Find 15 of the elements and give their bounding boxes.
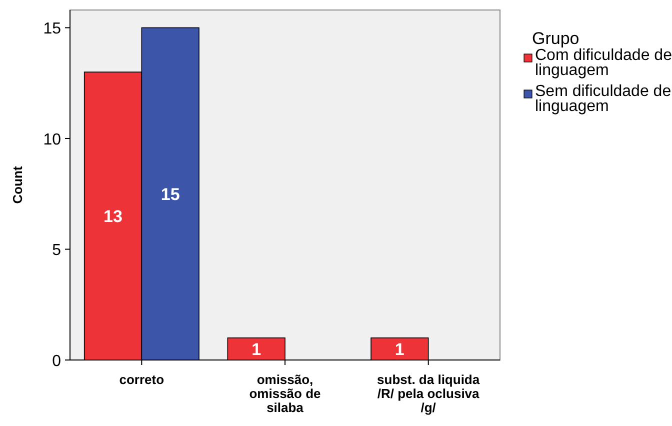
y-tick-label: 10 [43,131,62,148]
x-tick-label: correto [119,372,164,387]
y-tick-label: 0 [52,353,62,370]
data-label: 1 [394,340,404,359]
legend-label: Sem dificuldade de linguagem [535,83,672,115]
x-tick-label: omissão, omissão de silaba [249,372,321,415]
y-tick-label: 5 [52,242,62,260]
legend-title: Grupo [532,29,580,48]
x-tick-label: subst. da liquida /R/ pela oclusiva /g/ [377,372,480,415]
data-label: 15 [160,184,180,204]
data-label: 1 [252,340,262,359]
y-axis-title: Count [10,166,25,204]
legend-label: Com dificuldade de linguagem [535,47,672,79]
data-label: 13 [104,207,122,226]
y-tick-label: 15 [43,20,62,38]
